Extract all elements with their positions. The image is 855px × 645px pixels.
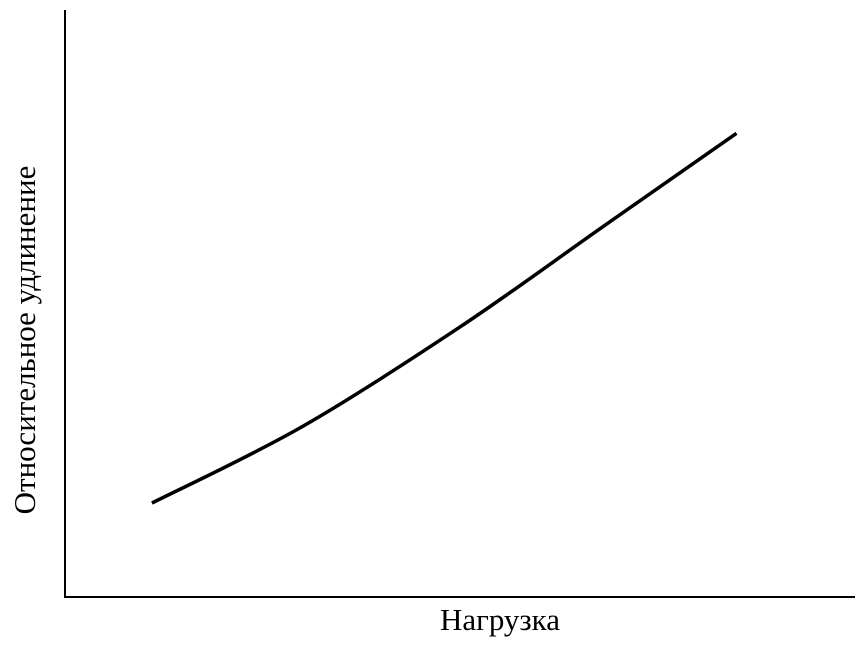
y-axis-label: Относительное удлинение (7, 166, 42, 515)
x-axis-label: Нагрузка (440, 602, 560, 637)
line (151, 131, 738, 505)
